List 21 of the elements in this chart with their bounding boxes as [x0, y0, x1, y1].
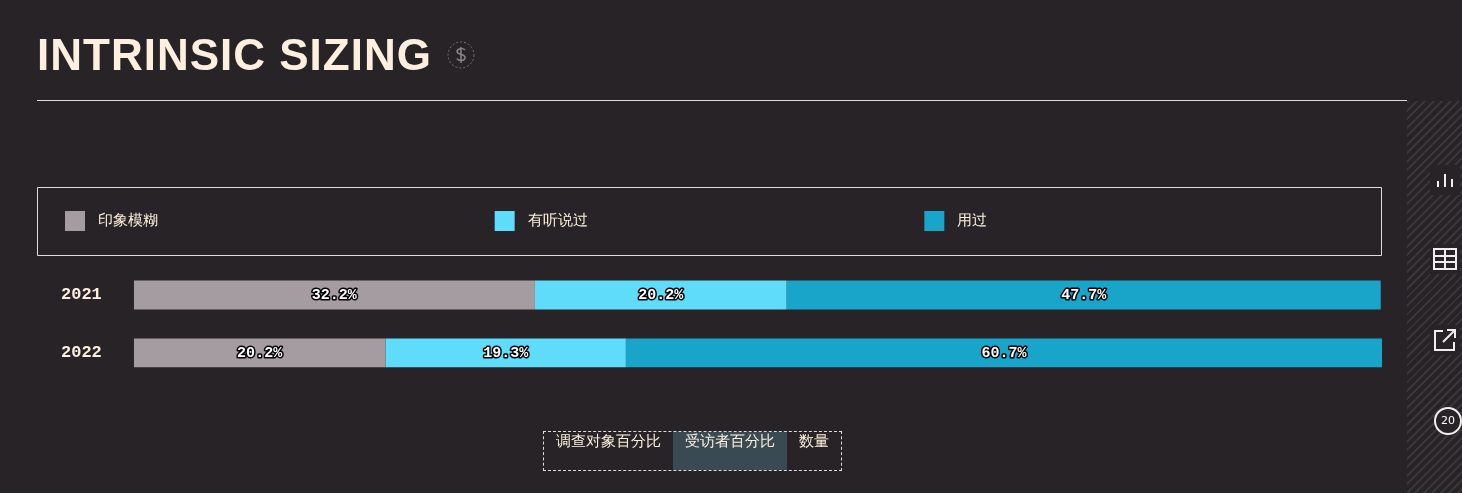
- bar: [534, 280, 787, 310]
- bar: [133, 338, 386, 368]
- legend-label: 有听说过: [527, 210, 588, 229]
- data-label: 20.2%: [237, 344, 284, 362]
- bar: [385, 338, 626, 368]
- bar: [786, 280, 1381, 310]
- data-label: 60.7%: [981, 344, 1028, 362]
- data-label: 47.7%: [1061, 286, 1108, 304]
- text: 数量: [798, 432, 830, 452]
- data-label: 19.3%: [483, 344, 530, 362]
- text: 受访者百分比: [673, 432, 787, 470]
- legend-label: 用过: [957, 210, 988, 229]
- y-tick-label: 2022: [60, 343, 102, 363]
- text: 调查对象百分比: [555, 432, 662, 452]
- y-tick-label: 2021: [60, 285, 102, 305]
- legend-label: 印象模糊: [98, 210, 158, 229]
- data-label: 32.2%: [311, 286, 358, 304]
- data-label: 20.2%: [638, 286, 685, 304]
- bar: [625, 338, 1382, 368]
- chart-title: INTRINSIC SIZING: [37, 30, 432, 80]
- bar: [133, 280, 535, 310]
